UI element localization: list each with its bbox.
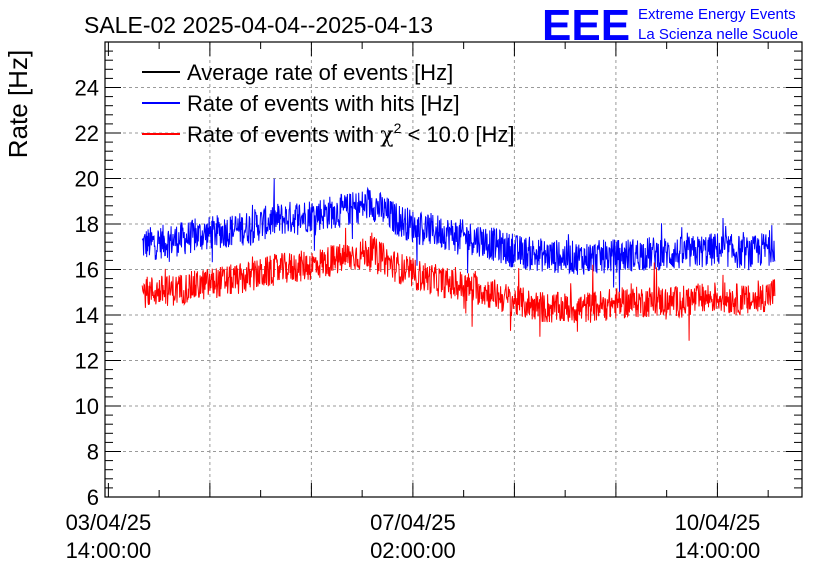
y-tick-label: 20: [75, 167, 99, 192]
legend-chi2-sup: 2: [394, 120, 402, 136]
legend-label-average: Average rate of events [Hz]: [187, 60, 453, 85]
x-tick-label-time: 02:00:00: [370, 538, 456, 563]
legend-chi2-prefix: Rate of events with: [187, 122, 380, 147]
y-tick-label: 6: [87, 485, 99, 510]
y-tick-label: 12: [75, 349, 99, 374]
y-tick-label: 8: [87, 440, 99, 465]
legend-chi2-symbol: χ: [380, 123, 393, 148]
y-tick-label: 18: [75, 212, 99, 237]
legend-label-chi2: Rate of events with χ2 < 10.0 [Hz]: [187, 120, 514, 148]
axis-labels: 6 8 10 12 14 16 18 20 22 24 03/04/25 14:00:00 07/04/…: [66, 76, 761, 564]
legend-label-hits: Rate of events with hits [Hz]: [187, 91, 460, 116]
logo-line-1: Extreme Energy Events: [638, 6, 796, 23]
grid-lines: [105, 42, 802, 497]
x-tick-label-date: 07/04/25: [370, 510, 456, 535]
y-tick-label: 14: [75, 303, 99, 328]
logo-line-2: La Scienza nelle Scuole: [638, 26, 798, 43]
legend: Average rate of events [Hz] Rate of even…: [142, 60, 514, 148]
eee-logo: EEE Extreme Energy Events La Scienza nel…: [542, 1, 798, 50]
y-tick-label: 16: [75, 258, 99, 283]
series-line-chi2: [141, 227, 776, 341]
series-layer: [141, 178, 776, 341]
series-line-hits: [141, 178, 776, 293]
y-axis-label: Rate [Hz]: [3, 50, 33, 158]
logo-mark: EEE: [542, 1, 630, 50]
y-tick-label: 10: [75, 394, 99, 419]
chart-title: SALE-02 2025-04-04--2025-04-13: [84, 12, 433, 38]
x-tick-label-time: 14:00:00: [66, 538, 152, 563]
x-tick-label-date: 10/04/25: [675, 510, 761, 535]
x-tick-label-time: 14:00:00: [675, 538, 761, 563]
axis-ticks: [105, 41, 802, 498]
y-tick-label: 22: [75, 121, 99, 146]
y-tick-label: 24: [75, 76, 99, 101]
legend-chi2-suffix: < 10.0 [Hz]: [401, 122, 514, 147]
x-tick-label-date: 03/04/25: [66, 510, 152, 535]
